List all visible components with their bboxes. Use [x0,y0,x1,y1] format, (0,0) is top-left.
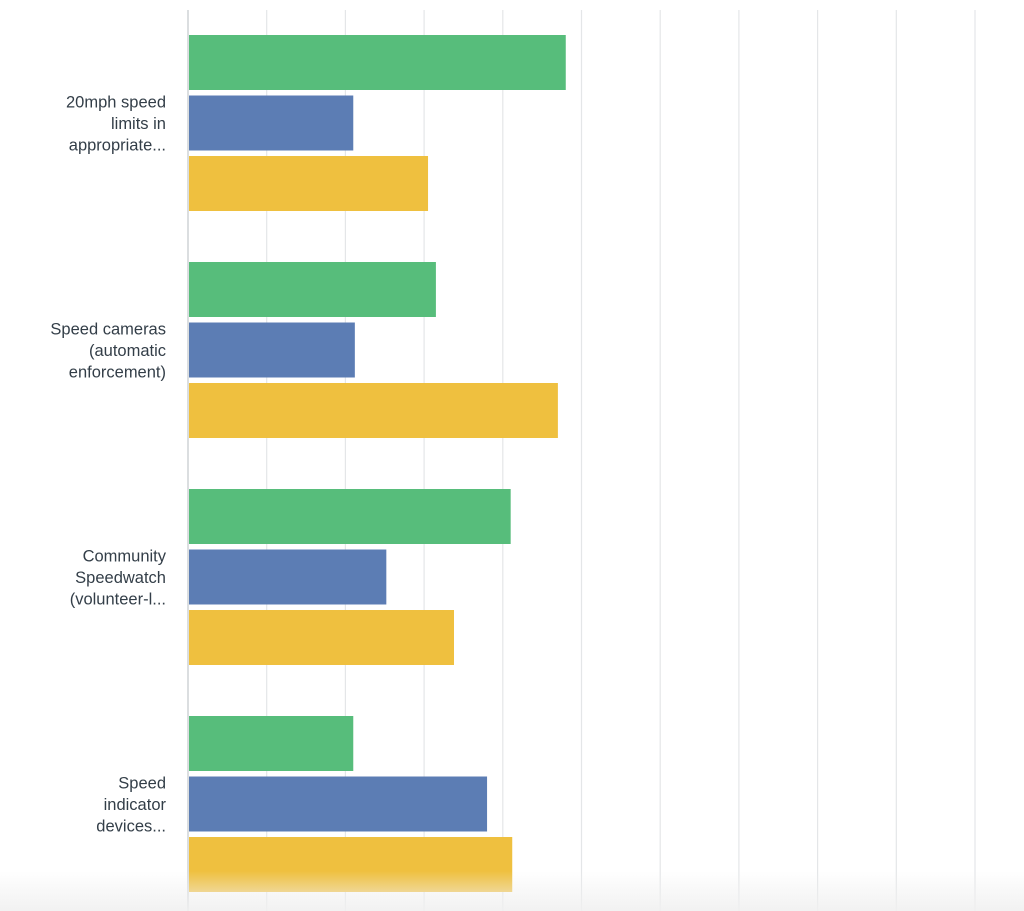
bar [189,383,558,438]
category-label-line: Community [83,548,167,566]
bar [189,262,436,317]
bar [189,610,455,665]
bar [189,35,566,90]
bar [189,489,511,544]
category-label-line: (volunteer-l... [70,591,166,609]
category-label: 20mph speed limits in appropriate... [66,94,166,155]
category-label-line: Speed [118,775,166,793]
category-label-line: devices... [96,818,166,836]
bar [189,156,429,211]
category-label-line: appropriate... [69,137,166,155]
bar [189,322,355,378]
category-label: Community Speedwatch (volunteer-l... [70,548,167,609]
bars [189,35,566,892]
bar [189,776,488,832]
category-label-line: Speed cameras [50,321,166,339]
category-label: Speed indicator devices... [96,775,166,836]
bar [189,549,387,605]
category-label-line: limits in [111,115,166,133]
category-label-line: (automatic [89,342,166,360]
category-label-line: 20mph speed [66,94,166,112]
bar [189,837,513,892]
bar [189,716,354,771]
category-label: Speed cameras (automatic enforcement) [50,321,166,382]
category-label-line: enforcement) [69,364,166,382]
gridlines [266,10,976,911]
bar [189,95,354,151]
category-label-line: Speedwatch [75,569,166,587]
category-label-line: indicator [104,796,167,814]
category-labels: 20mph speed limits in appropriate... Speed … [50,94,166,836]
